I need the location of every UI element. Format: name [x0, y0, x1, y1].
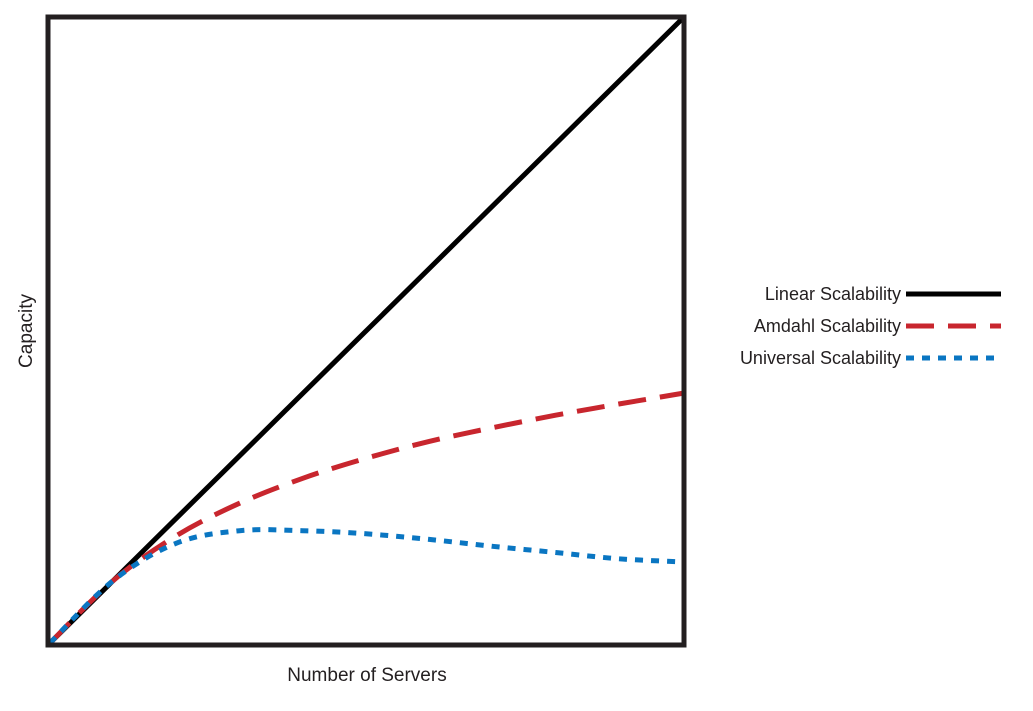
- legend-label-universal-scalability: Universal Scalability: [740, 348, 901, 368]
- plot-lines: [48, 17, 684, 645]
- y-axis-label: Capacity: [16, 294, 37, 368]
- legend-label-amdahl-scalability: Amdahl Scalability: [754, 316, 901, 336]
- linear-scalability-line: [48, 17, 684, 645]
- legend: Linear Scalability Amdahl Scalability Univ…: [740, 284, 1001, 368]
- plot-frame: [45, 14, 687, 648]
- amdahl-scalability-line: [48, 390, 683, 645]
- x-axis-label: Number of Servers: [287, 665, 446, 686]
- legend-label-linear-scalability: Linear Scalability: [765, 284, 901, 304]
